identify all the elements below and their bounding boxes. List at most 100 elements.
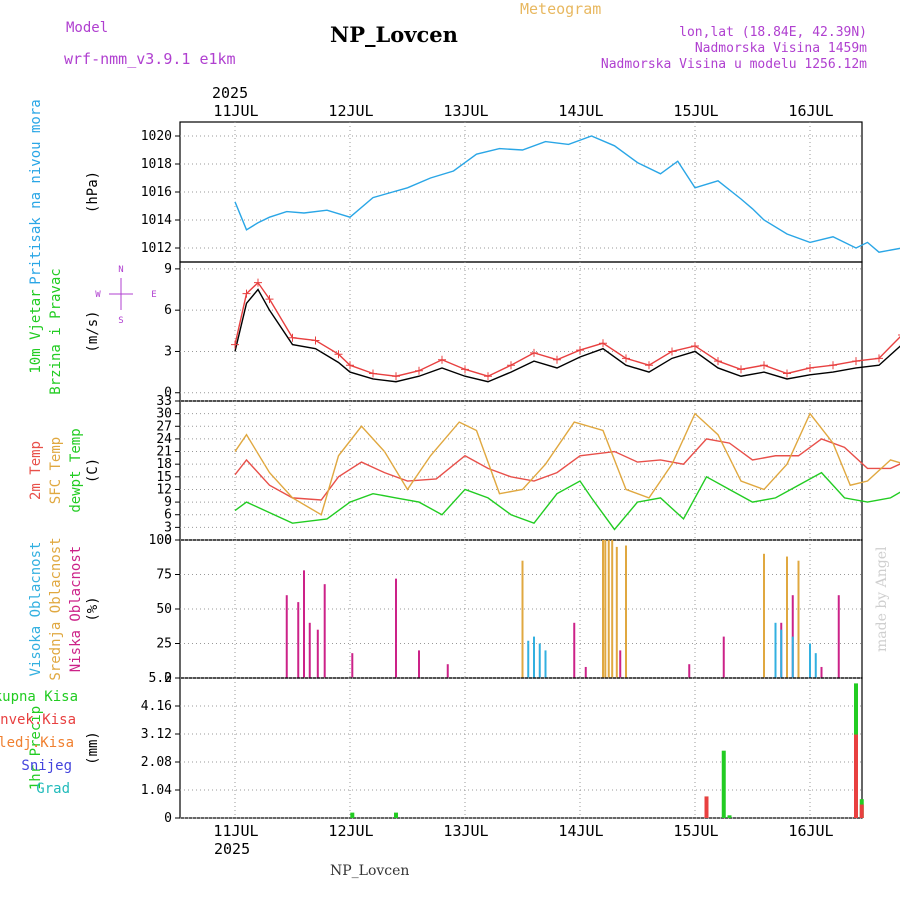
gust-marker [852,357,860,366]
gust-line [234,281,900,377]
precip-frame [179,677,863,819]
pressure-line [234,135,900,253]
x-tick-label: 14JUL [558,822,603,840]
konvek-kisa-bar [704,796,709,818]
niska-oblacnost-bar [308,622,311,678]
y-tick-label: 0 [164,386,172,401]
srednja-oblacnost-bar [521,560,524,678]
pressure-axis-title: Pritisak na nivou mora [28,99,44,284]
niska-oblacnost-bar [351,653,354,678]
srednja-oblacnost-bar [786,556,788,678]
y-tick-label: 1.04 [141,783,172,798]
gust-marker [806,363,814,372]
niska-oblacnost-bar [820,666,823,678]
y-tick-label: 4.16 [141,699,172,714]
wind-frame [179,261,863,402]
niska-oblacnost-bar [722,636,725,678]
temperature-axis-title: dewpt Temp [68,428,84,512]
compass-south-label: S [118,316,123,326]
y-tick-label: 9 [164,262,172,277]
gust-marker [898,334,900,336]
x-tick-label: 16JUL [788,822,833,840]
y-tick-label: 24 [156,432,172,447]
niska-oblacnost-bar [688,664,691,678]
y-tick-label: 3 [164,344,172,359]
niska-oblacnost-bar [395,578,397,678]
y-tick-label: 1016 [141,185,172,200]
gust-marker [875,354,883,363]
y-tick-label: 12 [156,482,172,497]
model-altitude: Nadmorska Visina u modelu 1256.12m [600,57,867,72]
visoka-oblacnost-bar [791,636,794,678]
gust-marker [415,366,423,375]
y-tick-label: 1020 [141,129,172,144]
x-tick-label: 13JUL [443,822,488,840]
pressure-unit-label: (hPa) [85,171,101,213]
model-label: Model [66,20,109,36]
credit-watermark: made by Angel [874,546,890,652]
niska-oblacnost-bar [316,629,319,678]
precip-legend-item: Zaledj.Kisa [0,735,74,751]
clouds-axis-title: Srednja Oblacnost [48,537,64,680]
product-title: Meteogram [520,0,602,18]
gust-marker [438,355,446,364]
gust-marker [254,278,262,287]
clouds-axis-title: Niska Oblacnost [68,546,84,672]
gust-marker [783,369,791,378]
visoka-oblacnost-bar [809,643,811,678]
y-tick-label: 21 [156,445,172,460]
gust-marker [622,354,630,363]
srednja-oblacnost-bar [607,540,610,678]
compass-cross [109,278,133,310]
y-tick-label: 33 [156,394,172,409]
niska-oblacnost-bar [837,595,840,678]
niska-oblacnost-bar [446,664,449,678]
srednja-oblacnost-bar [615,546,618,678]
clouds-panel: 0 25 50 75 100 (%) Visoka Oblacnost Srednja Obl… [28,533,863,686]
gust-marker [461,365,469,374]
niska-oblacnost-bar [285,595,288,678]
ukupna-kisa-bar [350,812,355,818]
y-tick-label: 0 [164,811,172,826]
visoka-oblacnost-bar [780,629,783,678]
footer-station: NP_Lovcen [330,863,409,879]
clouds-unit-label: (%) [85,596,101,621]
visoka-oblacnost-bar [814,653,817,678]
x-tick-label: 13JUL [443,102,488,120]
konvek-kisa-bar [854,734,858,818]
y-tick-label: 1018 [141,157,172,172]
y-tick-label: 3 [164,520,172,535]
wind-panel: 0 3 6 9 (m/s) 10m Vjetar Brzina i Pravac N S W E [28,261,900,402]
srednja-oblacnost-bar [797,560,800,678]
precip-axis-title: 1hr Precip [28,706,44,790]
wind-axis-title: 10m Vjetar [28,289,44,373]
gust-marker [576,346,584,355]
x-tick-label: 12JUL [328,102,373,120]
precip-unit-label: (mm) [85,731,101,765]
gust-marker [311,336,320,345]
y-tick-label: 25 [156,637,172,652]
gust-marker [668,347,676,356]
gust-marker [599,339,607,348]
year-label-bottom: 2025 [214,840,250,858]
compass-east-label: E [151,290,156,300]
ukupna-kisa-bar [721,750,726,818]
gust-marker [242,289,251,298]
niska-oblacnost-bar [573,622,576,678]
compass-north-label: N [118,265,123,275]
visoka-oblacnost-bar [527,640,530,678]
visoka-oblacnost-bar [544,650,547,678]
srednja-oblacnost-bar [625,545,627,678]
gust-marker [737,365,745,374]
srednja-oblacnost-bar [611,540,614,678]
y-tick-label: 3.12 [141,727,172,742]
compass-west-label: W [95,290,101,300]
ukupna-kisa-bar [727,815,732,818]
niska-oblacnost-bar [584,666,587,678]
y-tick-label: 1014 [141,213,172,228]
visoka-oblacnost-bar [538,643,541,678]
y-tick-label: 9 [164,495,172,510]
x-tick-label: 12JUL [328,822,373,840]
gust-marker [346,361,354,370]
niska-oblacnost-bar [418,650,420,678]
